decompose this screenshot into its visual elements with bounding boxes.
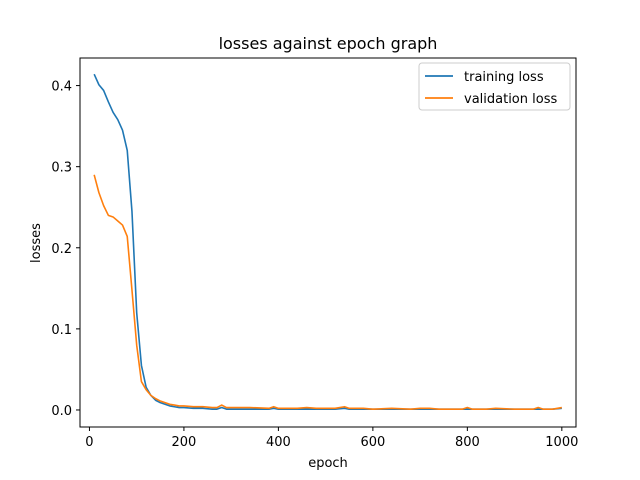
y-tick-label: 0.4 [51, 80, 72, 95]
legend-label-2: validation loss [464, 92, 557, 107]
x-tick-label: 600 [360, 435, 385, 450]
series-line-2 [93, 174, 562, 410]
x-tick-label: 800 [455, 435, 480, 450]
legend-box [418, 62, 571, 111]
y-tick-label: 0.1 [51, 323, 72, 338]
y-tick-label: 0.2 [51, 242, 72, 257]
plot-area [93, 73, 562, 410]
y-axis: 0.0 0.1 0.2 0.3 0.4 [51, 80, 80, 419]
x-axis-label: epoch [308, 456, 348, 471]
y-tick-label: 0.0 [51, 404, 72, 419]
series-line-1 [93, 73, 562, 410]
x-tick-label: 0 [85, 435, 93, 450]
x-tick-label: 200 [172, 435, 197, 450]
x-axis: 0 200 400 600 800 1000 [85, 427, 578, 450]
axes-frame [79, 57, 577, 428]
y-tick-label: 0.3 [51, 161, 72, 176]
y-axis-label: losses [29, 223, 44, 263]
chart-title: losses against epoch graph [219, 34, 438, 53]
legend: training loss validation loss [418, 62, 571, 111]
x-tick-label: 1000 [545, 435, 578, 450]
x-tick-label: 400 [266, 435, 291, 450]
legend-label-1: training loss [464, 70, 544, 85]
